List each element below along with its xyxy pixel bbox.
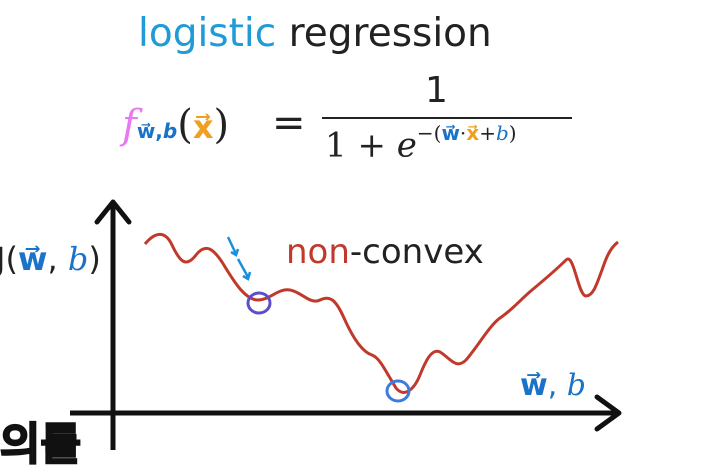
x-axis-arrowhead	[594, 394, 622, 432]
title: logistic regression	[138, 14, 492, 53]
cost-curve	[143, 232, 619, 394]
descent-arrow-1	[226, 236, 238, 255]
formula-numerator: 1	[425, 70, 448, 111]
denominator-e: e	[396, 125, 417, 166]
title-logistic: logistic	[138, 11, 277, 56]
subtitle-fragment: 의를	[0, 418, 82, 471]
formula-denominator: 1 + e−(w⃗·x⃗+b)	[325, 121, 517, 166]
logistic-formula: fw⃗,b(x⃗) = 1 1 + e−(w⃗·x⃗+b)	[100, 70, 600, 180]
formula-lhs: fw⃗,b(x⃗)	[122, 102, 230, 148]
global-minimum-circle	[385, 379, 411, 403]
non-convex-prefix: non	[286, 232, 350, 272]
exponent: −(w⃗·x⃗+b)	[416, 121, 517, 145]
title-regression: regression	[288, 11, 492, 56]
fraction-bar	[322, 117, 572, 119]
descent-arrowhead-1	[230, 248, 240, 257]
y-axis-label: J(w⃗, b)	[0, 240, 101, 278]
x-axis-label: w⃗, b	[520, 368, 587, 403]
local-minimum-circle	[246, 291, 272, 315]
y-axis-arrowhead	[94, 199, 132, 225]
formula-x: x⃗	[192, 108, 214, 146]
formula-subscript: w⃗,b	[136, 119, 178, 143]
formula-f: f	[122, 102, 137, 148]
denominator-prefix: 1 +	[325, 125, 397, 166]
cost-graph	[70, 199, 622, 450]
non-convex-suffix: -convex	[349, 232, 484, 272]
descent-arrow-2	[236, 258, 250, 278]
descent-arrowhead-2	[242, 271, 252, 281]
formula-equals: =	[272, 100, 306, 146]
non-convex-label: non-convex	[286, 232, 484, 272]
